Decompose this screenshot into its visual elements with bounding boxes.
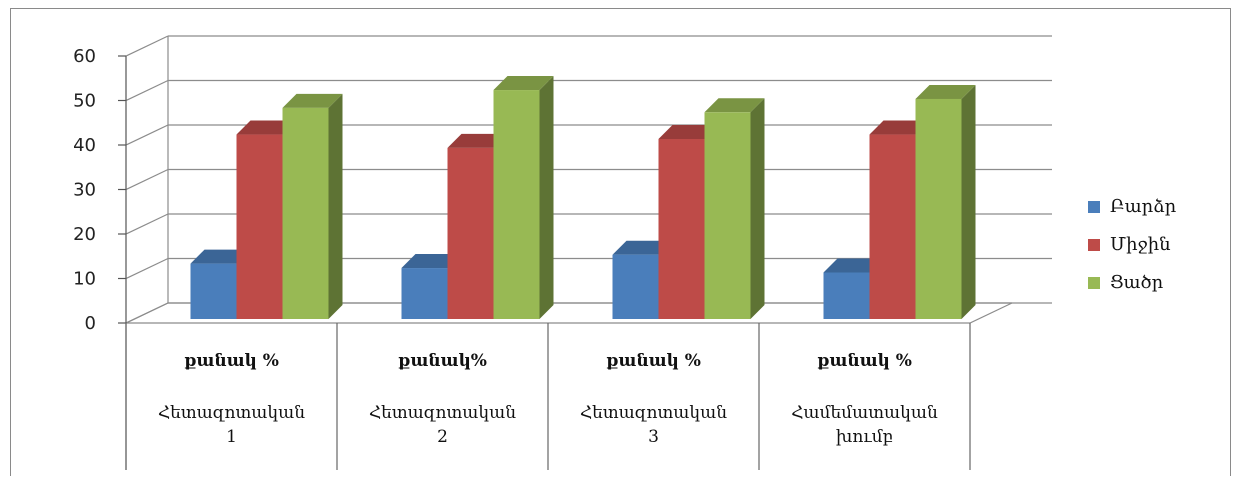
bar-side: [539, 76, 554, 319]
y-tick-label: 50: [73, 91, 96, 112]
gridline-side: [125, 257, 169, 280]
legend-swatch: [1088, 239, 1100, 251]
legend: Բարձր Միջին Ցածր: [1088, 196, 1177, 293]
category-label-bottom: խումբ: [836, 427, 893, 447]
category-label-bottom: 2: [437, 427, 448, 447]
category-label-bottom: Համեմատական: [791, 403, 938, 423]
bar-top: [915, 84, 976, 99]
bar-top: [236, 120, 297, 135]
y-tick-label: 60: [73, 46, 96, 67]
y-tick-label: 40: [73, 135, 96, 156]
y-tick-label: 0: [85, 313, 96, 334]
bar-side: [750, 98, 765, 319]
bar: [401, 268, 448, 319]
axis-layer: 0 10 20 30 40 50 60: [73, 46, 127, 334]
legend-label: Բարձր: [1110, 196, 1177, 217]
bar: [915, 98, 962, 319]
category-label-bottom: Հետազոտական: [580, 403, 727, 423]
bar-top: [447, 133, 508, 148]
legend-swatch: [1088, 277, 1100, 289]
bar: [704, 112, 751, 319]
y-tick-label: 30: [73, 180, 96, 201]
y-tick-label: 20: [73, 224, 96, 245]
category-label-bottom: 1: [226, 427, 237, 447]
bar: [493, 90, 540, 319]
category-label-top: քանակ %: [606, 351, 701, 371]
category-table: քանակ % Հետազոտական 1 քանակ% Հետազոտական 2 քան…: [125, 323, 971, 470]
legend-label: Միջին: [1110, 234, 1171, 255]
bar: [282, 107, 329, 319]
category-label-bottom: 3: [648, 427, 659, 447]
bar-top: [823, 258, 884, 273]
bar-top: [612, 240, 673, 255]
bar: [236, 134, 283, 319]
gridline-side: [125, 124, 169, 146]
floor: [125, 302, 1013, 324]
bar-top: [493, 76, 554, 91]
bar: [447, 147, 494, 319]
bar-side: [961, 84, 976, 319]
bar: [823, 272, 870, 319]
bar-top: [190, 249, 251, 264]
category-label-bottom: Հետազոտական: [158, 403, 305, 423]
bar: [869, 134, 916, 319]
bar: [658, 139, 705, 319]
bar-top: [658, 125, 719, 139]
category-label-top: քանակ%: [398, 351, 487, 371]
gridline-side: [125, 35, 169, 57]
y-tick-label: 10: [73, 269, 96, 290]
bar-top: [869, 120, 930, 135]
gridline-side: [125, 168, 169, 191]
gridline-side: [125, 213, 169, 235]
bar-top: [282, 93, 343, 108]
category-label-top: քանակ %: [817, 351, 912, 371]
gridline-side: [125, 79, 169, 102]
bar: [190, 263, 237, 319]
category-label-bottom: Հետազոտական: [369, 403, 516, 423]
bar-top: [704, 98, 765, 113]
category-label-top: քանակ %: [184, 351, 279, 371]
legend-label: Ցածր: [1110, 272, 1164, 293]
chart-frame: [10, 8, 1231, 476]
bars-layer: [190, 76, 976, 319]
bar-top: [401, 254, 462, 269]
bar: [612, 254, 659, 319]
legend-swatch: [1088, 201, 1100, 213]
bar-side: [328, 93, 343, 319]
